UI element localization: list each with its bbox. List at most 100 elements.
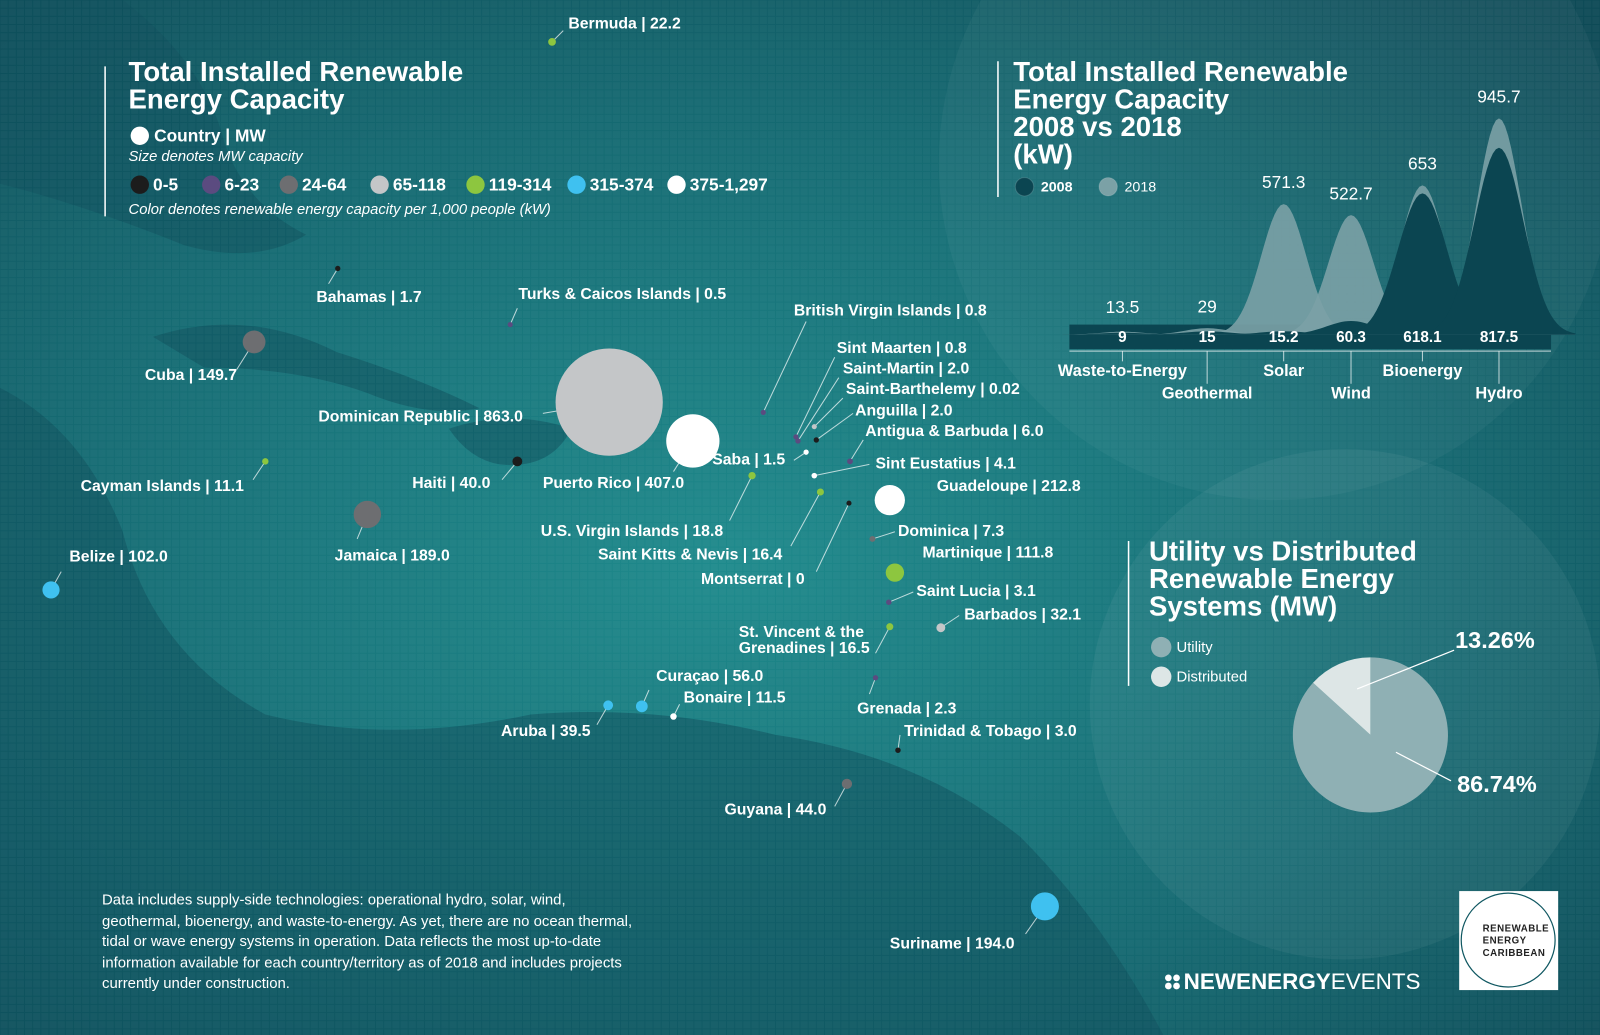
chart-title-line: Utility vs Distributed: [1149, 536, 1417, 567]
country-label: Saint Lucia | 3.1: [916, 583, 1036, 600]
brand-dot: [1173, 974, 1180, 982]
partner-ring: [1460, 892, 1556, 988]
value-label: 618.1: [1403, 329, 1442, 346]
country-label: Barbados | 32.1: [964, 607, 1081, 624]
country-marker: [874, 484, 905, 516]
value-label: 13.26%: [1455, 627, 1535, 653]
legend-swatch: [279, 175, 298, 194]
value-label: 29: [1198, 296, 1217, 316]
country-marker: [353, 500, 382, 529]
country-marker: [816, 488, 824, 496]
country-marker: [262, 458, 269, 465]
legend-swatch: [370, 175, 389, 194]
size-note: Size denotes MW capacity: [129, 149, 305, 165]
area-peak: [1274, 215, 1428, 335]
country-label-line: St. Vincent & the: [739, 624, 864, 641]
country-marker: [847, 458, 853, 465]
pie-slice: [1292, 657, 1448, 813]
country-label: U.S. Virgin Islands | 18.8: [541, 523, 724, 540]
map-title-line: Energy Capacity: [129, 83, 346, 114]
leader-line: [815, 502, 850, 572]
chart-title-line: Systems (MW): [1149, 591, 1337, 622]
country-label: Grenada | 2.3: [857, 701, 956, 718]
value-label: 13.5: [1106, 297, 1140, 317]
country-marker: [795, 438, 801, 444]
leader-line: [875, 626, 891, 654]
brand-dot: [1173, 982, 1180, 990]
country-label: Dominica | 7.3: [898, 523, 1004, 540]
category-label: Hydro: [1475, 384, 1522, 402]
country-label: St. Vincent & the Grenadines | 16.5: [739, 624, 870, 657]
value-label: 522.7: [1329, 183, 1372, 203]
legend-label: 65-118: [393, 174, 446, 194]
country-label: Puerto Rico | 407.0: [543, 475, 685, 492]
value-label: 9: [1118, 329, 1127, 346]
category-label: Solar: [1263, 362, 1304, 380]
country-label: British Virgin Islands | 0.8: [794, 302, 987, 319]
value-label: 817.5: [1480, 329, 1519, 346]
leader-line: [816, 412, 854, 441]
brand-dot: [1165, 982, 1172, 990]
brand-name: NEWENERGYEVENTS: [1184, 969, 1421, 994]
size-key-swatch: [130, 126, 149, 145]
chart-title-line: Energy Capacity: [1013, 83, 1230, 114]
legend-swatch: [1151, 636, 1172, 658]
country-label: Antigua & Barbuda | 6.0: [865, 423, 1043, 440]
chart-title-line: Renewable Energy: [1149, 563, 1395, 594]
country-label: Jamaica | 189.0: [335, 547, 450, 564]
value-label: 571.3: [1262, 172, 1305, 192]
leader-line: [814, 463, 870, 477]
size-key: Country | MW: [154, 125, 266, 145]
country-label: Bahamas | 1.7: [316, 289, 422, 306]
country-label: Bermuda | 22.2: [568, 16, 681, 33]
legend-label: 0-5: [153, 174, 178, 194]
country-label: Sint Maarten | 0.8: [837, 340, 967, 357]
leader-line: [872, 531, 896, 540]
category-label: Waste-to-Energy: [1058, 362, 1187, 380]
country-marker: [841, 778, 853, 790]
country-marker: [512, 456, 523, 467]
country-marker: [507, 322, 513, 328]
country-marker: [548, 37, 556, 46]
leader-line: [729, 475, 753, 521]
legend-swatch: [466, 175, 485, 194]
footnote-box: Data includes supply-side technologies: …: [102, 892, 633, 993]
country-label: Saba | 1.5: [712, 452, 785, 469]
country-label: Cayman Islands | 11.1: [81, 478, 245, 495]
category-label: Bioenergy: [1383, 362, 1463, 380]
country-marker: [886, 623, 894, 631]
map-title-line: Total Installed Renewable: [129, 56, 464, 87]
leader-line: [868, 677, 876, 695]
brand-icon: [1165, 974, 1180, 990]
leader-line: [1356, 649, 1455, 690]
area-peak: [1207, 204, 1361, 335]
leader-line: [795, 357, 836, 438]
legend-swatch: [202, 175, 221, 194]
country-marker: [748, 471, 756, 480]
chart-title-line: (kW): [1013, 138, 1073, 169]
value-label: 15.2: [1269, 329, 1299, 346]
category-label: Wind: [1331, 384, 1371, 402]
country-label: Saint-Barthelemy | 0.02: [846, 381, 1020, 398]
country-label: Montserrat | 0: [701, 571, 805, 588]
country-marker: [603, 700, 614, 711]
country-label: Martinique | 111.8: [922, 544, 1053, 561]
country-label: Aruba | 39.5: [501, 723, 591, 740]
country-marker: [555, 348, 663, 456]
legend-label: Utility: [1177, 640, 1214, 656]
brand-light: EVENTS: [1331, 969, 1421, 994]
country-marker: [885, 563, 905, 582]
legend-swatch: [130, 175, 149, 194]
partner-text: CARIBBEAN: [1483, 948, 1546, 959]
partner-text: ENERGY: [1483, 936, 1527, 947]
leader-line: [762, 321, 807, 413]
country-label: Suriname | 194.0: [890, 935, 1015, 952]
footnote: Data includes supply-side technologies: …: [102, 892, 633, 993]
country-marker: [666, 414, 720, 468]
value-label: 86.74%: [1457, 771, 1537, 797]
leader-line: [790, 491, 821, 547]
